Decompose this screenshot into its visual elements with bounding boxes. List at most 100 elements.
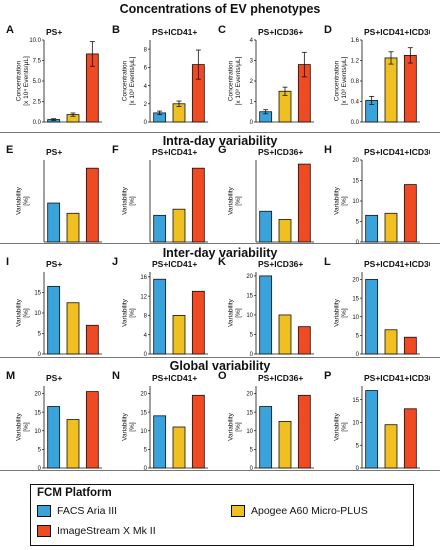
bar-chart: PS+lCD41+ Concentration[x 10³ Events/μL] 0… [122, 27, 208, 126]
bar-apogee [384, 424, 398, 469]
legend-swatch-imagestream [37, 525, 51, 537]
bar-imagestream [191, 290, 205, 355]
bar-facs [365, 390, 379, 469]
y-tick-label: 3 [250, 59, 254, 65]
bar-chart: PS+lCD36+ Variability[%] [228, 147, 314, 243]
y-tick-label: 4 [250, 38, 254, 44]
y-tick-label: 0.0 [33, 120, 42, 126]
chart-title: PS+lCD36+ [258, 27, 303, 37]
panel-i: I PS+ Variability[%] 0 5 10 15 [6, 256, 112, 360]
bar-imagestream [403, 336, 417, 355]
y-tick-label: 0 [38, 352, 42, 358]
y-tick-label: 0 [144, 120, 148, 126]
panel-m: M PS+ Variability[%] 0 5 10 15 20 [6, 370, 112, 474]
bar-facs [153, 278, 167, 355]
bar-apogee [172, 315, 186, 355]
section-divider [0, 357, 440, 358]
legend-swatch-apogee [231, 505, 245, 517]
panel-n: N PS+lCD41+ Variability[%] 0 5 10 15 20 [112, 370, 218, 474]
y-tick-label: 4 [144, 333, 148, 339]
panel-letter: B [112, 24, 120, 36]
y-tick-label: 20 [140, 392, 147, 398]
y-tick-label: 12 [140, 294, 147, 300]
y-tick-label: 8 [144, 314, 148, 320]
y-axis-label: Concentration[x 10³ Events/μL] [228, 56, 242, 105]
bar-apogee [384, 329, 398, 355]
y-tick-label: 15 [352, 398, 359, 404]
chart-title: PS+lCD36+ [258, 259, 303, 269]
bar-chart: PS+lCD41+lCD36+ Variability[%] 0 5 10 15 20 [334, 147, 430, 246]
panel-k: K PS+lCD36+ Variability[%] 0 5 10 15 20 [218, 256, 324, 360]
panel-p: P PS+lCD41+lCD36+ Variability[%] 0 5 10 15 [324, 370, 430, 474]
y-tick-label: 0.0 [351, 120, 360, 126]
y-tick-label: 2 [250, 79, 254, 85]
legend-swatch-facs [37, 505, 51, 517]
panel-d: D PS+lCD41+lCD36+ Concentration[x 10³ Even… [324, 24, 430, 128]
bar-chart: PS+lCD41+ Variability[%] [122, 147, 208, 243]
section-title-intra-day: Intra-day variability [162, 134, 278, 148]
section-title-global: Global variability [169, 359, 271, 373]
y-tick-label: 2.5 [33, 100, 42, 106]
bar-chart: PS+lCD41+lCD36+ Variability[%] 0 5 10 15 20 [334, 259, 430, 358]
panel-letter: K [218, 256, 226, 268]
y-tick-label: 1 [250, 100, 254, 106]
y-tick-label: 15 [140, 410, 147, 416]
bar-imagestream [85, 324, 99, 355]
y-tick-label: 10 [34, 311, 41, 317]
y-axis-label: Variability[%] [228, 298, 242, 326]
panel-o: O PS+lCD36+ Variability[%] 0 5 10 15 20 [218, 370, 324, 474]
panel-letter: P [324, 370, 332, 382]
bar-chart: PS+lCD41+ Variability[%] 0 5 10 15 20 [122, 373, 208, 472]
section-title-concentrations: Concentrations of EV phenotypes [119, 2, 321, 16]
bar-apogee [384, 57, 398, 123]
y-tick-label: 15 [246, 410, 253, 416]
y-tick-label: 5 [38, 332, 42, 338]
chart-title: PS+ [46, 27, 62, 37]
y-tick-label: 6 [144, 66, 148, 72]
y-axis-label: Concentration[x 10³ Events/μL] [334, 56, 348, 105]
y-tick-label: 0 [356, 240, 360, 246]
y-axis-label: Variability[%] [122, 298, 136, 326]
y-tick-label: 5 [356, 220, 360, 226]
panel-letter: F [112, 144, 119, 156]
y-tick-label: 0.4 [351, 100, 360, 106]
panel-letter: C [218, 24, 226, 36]
y-tick-label: 4 [144, 84, 148, 90]
y-tick-label: 15 [34, 291, 41, 297]
y-tick-label: 5 [356, 443, 360, 449]
chart-title: PS+lCD41+lCD36+ [364, 147, 430, 157]
bar-imagestream [191, 167, 205, 243]
bar-chart: PS+lCD41+ Variability[%] 0 4 8 12 16 [122, 259, 208, 358]
y-axis-label: Variability[%] [334, 298, 348, 326]
bar-chart: PS+lCD36+ Concentration[x 10³ Events/μL] 0… [228, 27, 314, 126]
panel-j: J PS+lCD41+ Variability[%] 0 4 8 12 16 [112, 256, 218, 360]
legend: FCM Platform FACS Aria III Apogee A60 Mi… [30, 484, 414, 546]
bar-chart: PS+lCD36+ Variability[%] 0 5 10 15 20 [228, 259, 314, 358]
y-tick-label: 20 [352, 278, 359, 284]
panel-letter: D [324, 24, 332, 36]
section-divider [0, 470, 440, 471]
panel-letter: J [112, 256, 119, 268]
bar-apogee [66, 302, 80, 355]
bar-facs [153, 214, 167, 243]
bar-imagestream [403, 54, 417, 123]
y-tick-label: 16 [140, 275, 147, 281]
section-title-inter-day: Inter-day variability [162, 246, 278, 260]
bar-chart: PS+ Variability[%] [16, 147, 102, 243]
bar-apogee [66, 212, 80, 243]
y-axis-label: Concentration[x 10⁴ Events/μL] [16, 56, 30, 106]
bar-imagestream [191, 394, 205, 469]
legend-label-apogee: Apogee A60 Micro-PLUS [251, 505, 368, 517]
y-axis-label: Variability[%] [122, 186, 136, 214]
chart-title: PS+lCD36+ [258, 373, 303, 383]
bar-facs [47, 285, 61, 355]
bar-facs [47, 406, 61, 469]
legend-label-imagestream: ImageStream X Mk II [57, 525, 156, 537]
panel-letter: G [218, 144, 227, 156]
y-axis-label: Variability[%] [16, 298, 30, 326]
bar-facs [259, 210, 273, 243]
y-tick-label: 0 [250, 120, 254, 126]
y-tick-label: 7.5 [33, 59, 42, 65]
y-axis-label: Variability[%] [16, 186, 30, 214]
y-tick-label: 5 [144, 448, 148, 454]
